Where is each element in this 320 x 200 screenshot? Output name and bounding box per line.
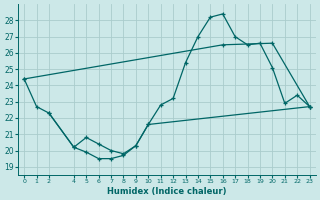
X-axis label: Humidex (Indice chaleur): Humidex (Indice chaleur) [107, 187, 227, 196]
